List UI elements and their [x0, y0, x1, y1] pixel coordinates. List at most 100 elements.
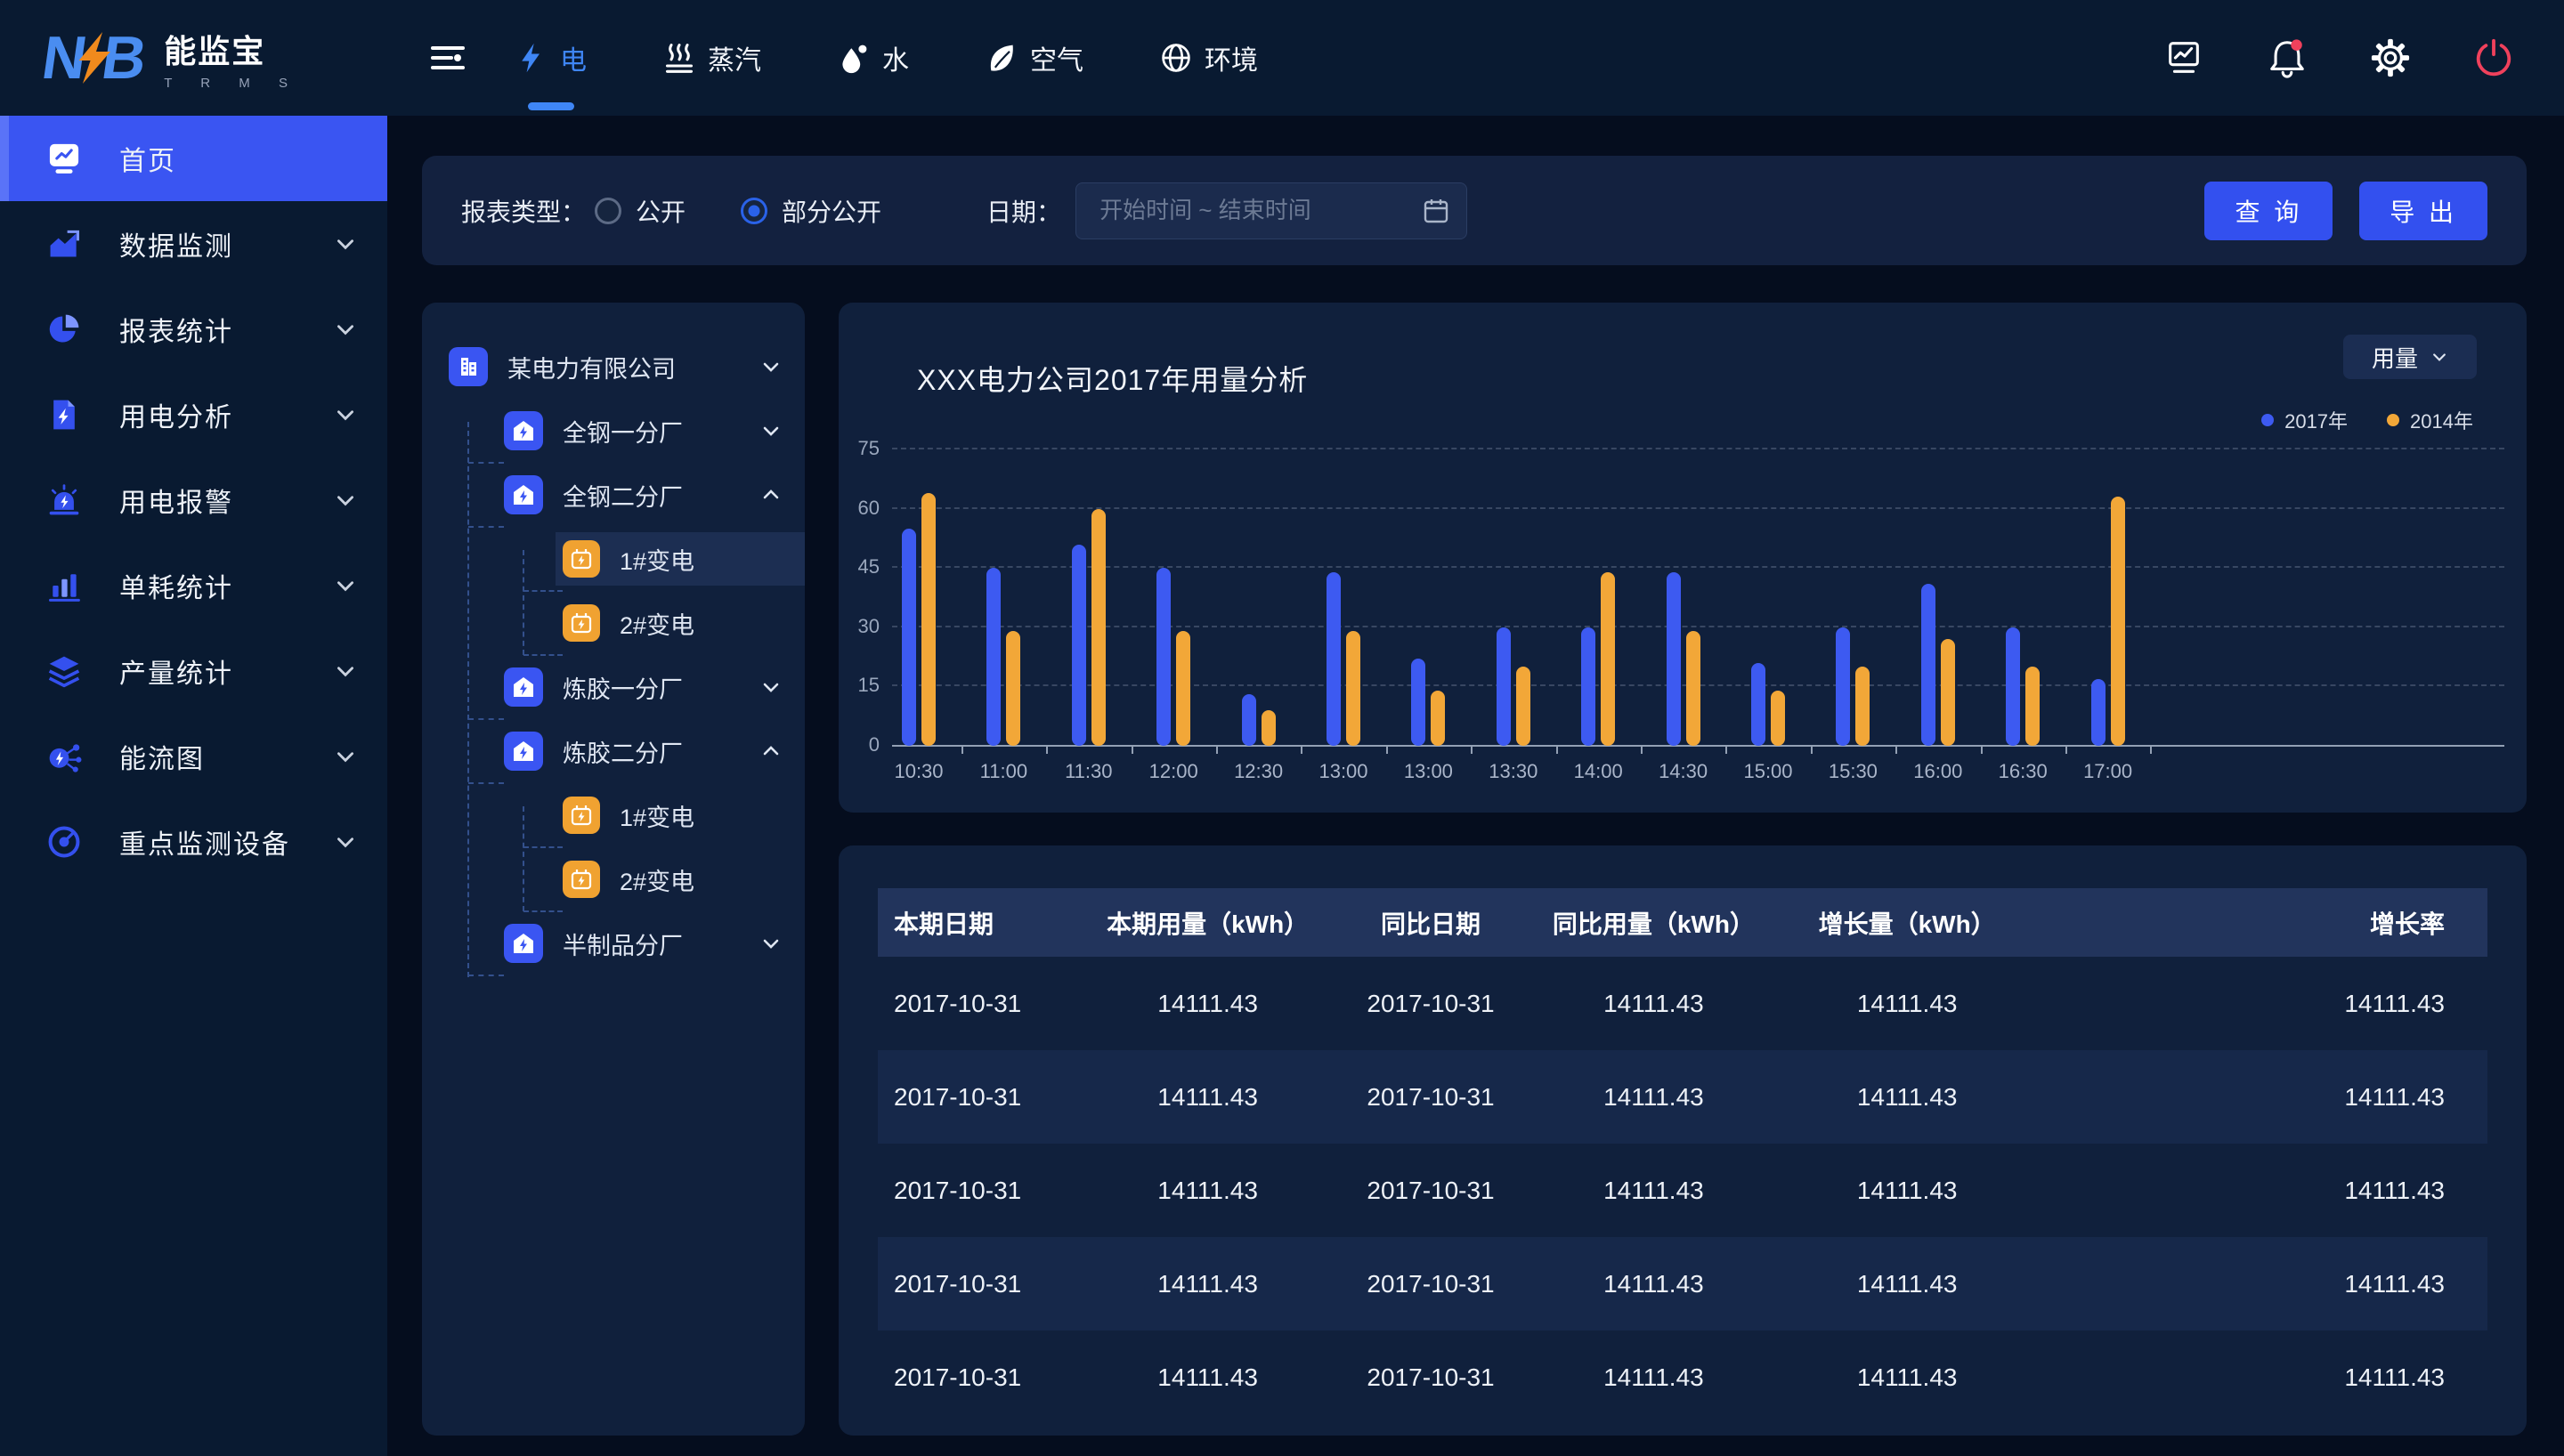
tab-air[interactable]: 空气	[986, 0, 1083, 116]
x-axis-tick-label: 12:00	[1133, 760, 1213, 783]
sidebar-item-report-statistics[interactable]: 报表统计	[0, 287, 387, 372]
bar-2017年-13:30[interactable]	[1497, 627, 1511, 746]
bar-2017年-17:00[interactable]	[2091, 679, 2106, 746]
power-logout-icon[interactable]	[2473, 37, 2514, 78]
sidebar-item-power-analysis[interactable]: 用电分析	[0, 372, 387, 457]
table-cell: 14111.43	[2045, 957, 2487, 1050]
x-axis-line	[892, 745, 2504, 747]
sidebar-item-data-monitoring[interactable]: 数据监测	[0, 201, 387, 287]
table-row[interactable]: 2017-10-3114111.432017-10-3114111.431411…	[878, 1331, 2487, 1424]
bar-chart-plot: 0153045607510:3011:0011:3012:0012:3013:0…	[892, 449, 2504, 746]
sidebar-item-key-devices[interactable]: 重点监测设备	[0, 799, 387, 885]
table-row[interactable]: 2017-10-3114111.432017-10-3114111.431411…	[878, 1050, 2487, 1144]
bar-2017年-12:30[interactable]	[1242, 694, 1256, 746]
bar-2017年-15:00[interactable]	[1751, 663, 1765, 746]
sidebar-item-power-alarm[interactable]: 用电报警	[0, 457, 387, 543]
radio-partially-public[interactable]: 部分公开	[741, 193, 881, 229]
tree-node-company[interactable]: 某电力有限公司	[422, 335, 805, 399]
tree-node-plant-quangang-2[interactable]: 全钢二分厂	[422, 463, 805, 527]
tree-node-plant-semiproduct[interactable]: 半制品分厂	[422, 911, 805, 975]
bar-2014年-12:30[interactable]	[1262, 710, 1276, 746]
table-cell: 14111.43	[2045, 1331, 2487, 1424]
collapse-menu-icon[interactable]	[430, 40, 466, 76]
table-header-cell: 同比日期	[1324, 888, 1538, 957]
bar-2017年-14:00[interactable]	[1581, 627, 1595, 746]
bar-2017年-13:00[interactable]	[1327, 572, 1341, 746]
bar-2017年-11:00[interactable]	[986, 568, 1001, 746]
bar-2014年-16:30[interactable]	[2025, 667, 2040, 746]
table-cell: 2017-10-31	[878, 1331, 1091, 1424]
y-axis-tick-label: 30	[840, 615, 880, 638]
table-header-cell: 增长率	[2045, 888, 2487, 957]
bar-2017年-16:30[interactable]	[2006, 627, 2020, 746]
bar-2017年-15:30[interactable]	[1836, 627, 1850, 746]
bar-2014年-12:00[interactable]	[1176, 631, 1190, 746]
table-cell: 2017-10-31	[878, 1237, 1091, 1331]
table-row[interactable]: 2017-10-3114111.432017-10-3114111.431411…	[878, 1237, 2487, 1331]
tab-electricity[interactable]: 电	[515, 0, 587, 116]
tree-node-substation-1[interactable]: 1#变电	[422, 527, 805, 591]
brand-name: 能监宝	[164, 26, 300, 72]
sidebar-item-energy-flow[interactable]: 能流图	[0, 714, 387, 799]
table-cell: 14111.43	[1091, 1050, 1323, 1144]
chevron-down-icon	[760, 676, 782, 698]
sidebar-item-label: 用电报警	[119, 481, 296, 520]
bar-2014年-15:30[interactable]	[1855, 667, 1870, 746]
unit-selector-dropdown[interactable]: 用量	[2343, 335, 2477, 379]
date-label: 日期：	[986, 193, 1061, 229]
bar-2017年-10:30[interactable]	[902, 529, 916, 746]
bar-2017年-13:00[interactable]	[1411, 659, 1425, 746]
export-button[interactable]: 导 出	[2359, 182, 2487, 240]
table-cell: 14111.43	[1770, 1237, 2045, 1331]
bar-2014年-14:30[interactable]	[1686, 631, 1700, 746]
tree-node-plant-lianjiao-1[interactable]: 炼胶一分厂	[422, 655, 805, 719]
tree-node-substation-1b[interactable]: 1#变电	[422, 783, 805, 847]
bar-2014年-13:00[interactable]	[1346, 631, 1360, 746]
tree-node-label: 1#变电	[620, 798, 805, 833]
tree-node-substation-2b[interactable]: 2#变电	[422, 847, 805, 911]
document-bolt-icon	[46, 397, 82, 433]
bar-2014年-17:00[interactable]	[2111, 497, 2125, 746]
query-button[interactable]: 查 询	[2204, 182, 2333, 240]
tree-node-label: 某电力有限公司	[507, 350, 741, 384]
bar-2017年-11:30[interactable]	[1072, 545, 1086, 746]
tab-environment[interactable]: 环境	[1160, 0, 1258, 116]
table-cell: 2017-10-31	[878, 1144, 1091, 1237]
chevron-down-icon	[334, 830, 357, 853]
bar-2014年-14:00[interactable]	[1601, 572, 1615, 746]
tree-node-plant-lianjiao-2[interactable]: 炼胶二分厂	[422, 719, 805, 783]
tab-steam[interactable]: 蒸汽	[663, 0, 761, 116]
legend-label: 2017年	[2284, 406, 2348, 434]
table-row[interactable]: 2017-10-3114111.432017-10-3114111.431411…	[878, 1144, 2487, 1237]
usage-chart-panel: XXX电力公司2017年用量分析 用量 2017年 2014年 01530456…	[839, 303, 2527, 813]
bar-2014年-13:00[interactable]	[1431, 691, 1445, 746]
monitor-chart-icon[interactable]	[2163, 37, 2204, 78]
radio-public[interactable]: 公开	[595, 193, 686, 229]
sidebar-item-output-statistics[interactable]: 产量统计	[0, 628, 387, 714]
bar-2014年-13:30[interactable]	[1516, 667, 1530, 746]
table-cell: 2017-10-31	[1324, 957, 1538, 1050]
tab-water[interactable]: 水	[838, 0, 909, 116]
bar-2017年-14:30[interactable]	[1667, 572, 1681, 746]
settings-gear-icon[interactable]	[2370, 37, 2411, 78]
legend-item-2014[interactable]: 2014年	[2387, 406, 2473, 434]
legend-item-2017[interactable]: 2017年	[2261, 406, 2348, 434]
notification-bell-icon[interactable]	[2267, 37, 2308, 78]
chart-legend: 2017年 2014年	[2261, 406, 2473, 434]
bar-2017年-16:00[interactable]	[1921, 584, 1935, 746]
table-row[interactable]: 2017-10-3114111.432017-10-3114111.431411…	[878, 957, 2487, 1050]
water-drop-icon	[838, 42, 870, 74]
bar-2014年-15:00[interactable]	[1771, 691, 1785, 746]
bar-2014年-16:00[interactable]	[1941, 639, 1955, 746]
bar-2014年-11:30[interactable]	[1091, 509, 1106, 746]
bar-2014年-10:30[interactable]	[921, 493, 936, 746]
tree-node-plant-quangang-1[interactable]: 全钢一分厂	[422, 399, 805, 463]
tree-node-label: 2#变电	[620, 862, 805, 897]
tree-node-substation-2[interactable]: 2#变电	[422, 591, 805, 655]
date-range-input[interactable]	[1075, 182, 1467, 239]
bar-2014年-11:00[interactable]	[1006, 631, 1020, 746]
bar-2017年-12:00[interactable]	[1156, 568, 1171, 746]
sidebar-item-home[interactable]: 首页	[0, 116, 387, 201]
sidebar-item-unit-consumption[interactable]: 单耗统计	[0, 543, 387, 628]
sidebar: 首页 数据监测 报表统计 用电分析 用电报警	[0, 116, 387, 1456]
